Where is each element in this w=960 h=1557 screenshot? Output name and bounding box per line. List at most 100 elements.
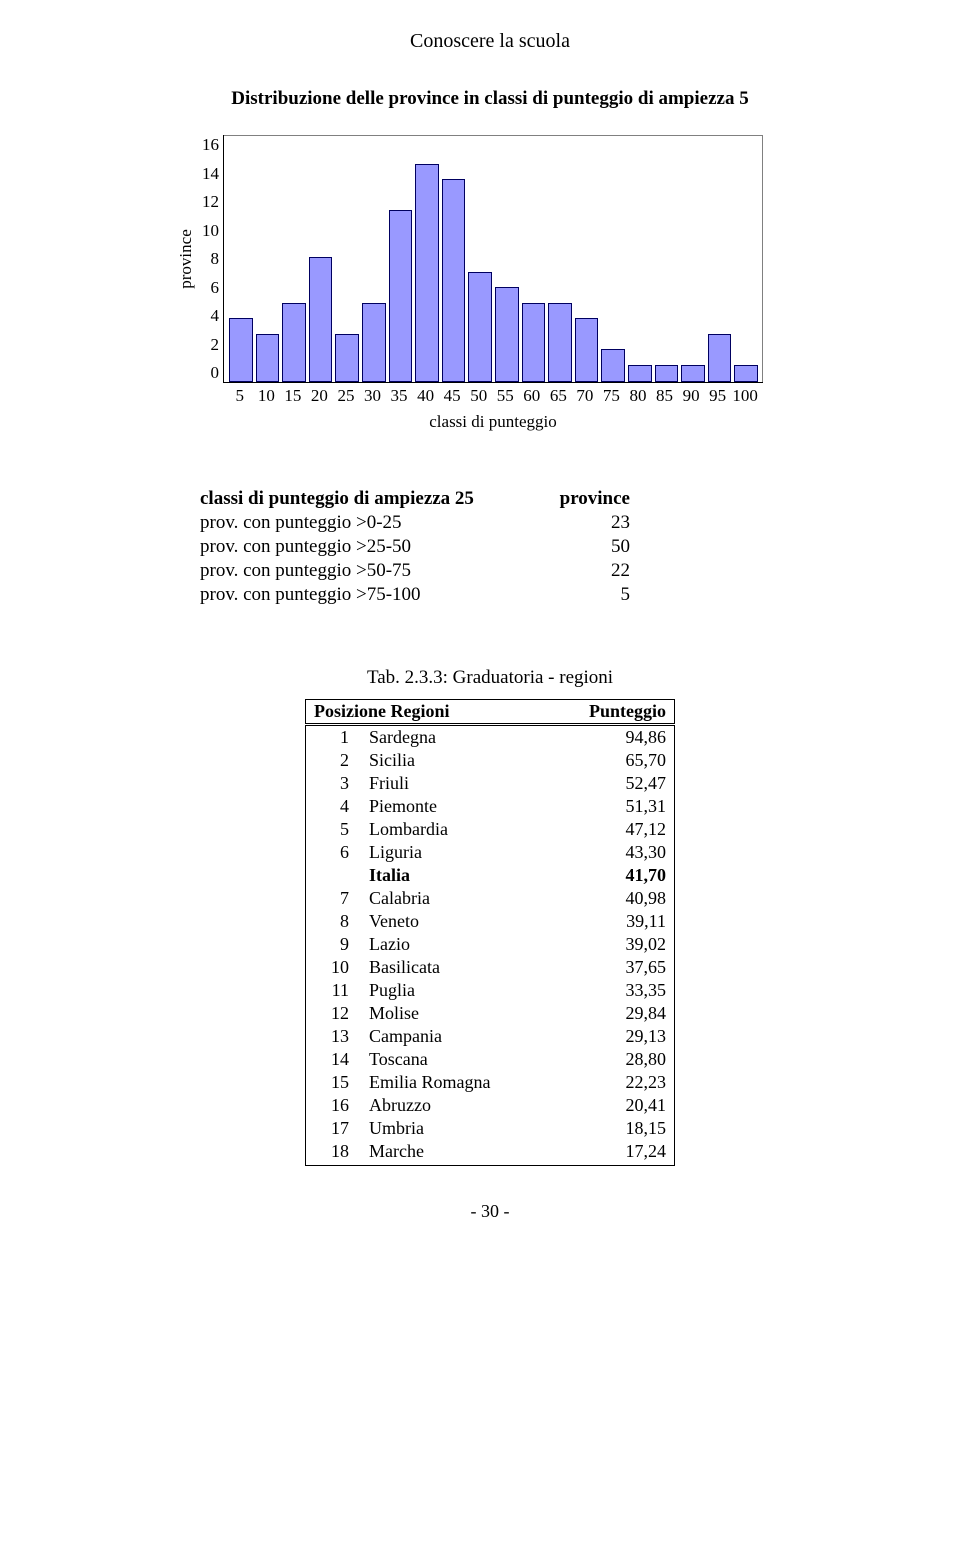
rank-region: Lombardia bbox=[361, 818, 568, 841]
rank-score: 20,41 bbox=[568, 1094, 675, 1117]
summary-label: prov. con punteggio >75-100 bbox=[200, 583, 540, 607]
table-row: 12Molise29,84 bbox=[306, 1002, 675, 1025]
rank-position: 9 bbox=[306, 933, 362, 956]
rank-region: Veneto bbox=[361, 910, 568, 933]
rank-position: 14 bbox=[306, 1048, 362, 1071]
summary-value: 5 bbox=[540, 583, 630, 607]
x-tick: 65 bbox=[547, 386, 571, 406]
rank-position: 7 bbox=[306, 887, 362, 910]
y-tick: 2 bbox=[197, 335, 219, 355]
x-tick: 10 bbox=[255, 386, 279, 406]
summary-label: prov. con punteggio >25-50 bbox=[200, 535, 540, 559]
x-tick: 35 bbox=[387, 386, 411, 406]
rank-score: 17,24 bbox=[568, 1140, 675, 1166]
y-tick: 10 bbox=[197, 221, 219, 241]
rank-region: Sicilia bbox=[361, 749, 568, 772]
bar-chart: province 1614121086420 51015202530354045… bbox=[175, 135, 775, 432]
rank-score: 28,80 bbox=[568, 1048, 675, 1071]
x-axis-label: classi di punteggio bbox=[223, 412, 763, 432]
rank-region: Basilicata bbox=[361, 956, 568, 979]
rank-position: 12 bbox=[306, 1002, 362, 1025]
table-row: 7Calabria40,98 bbox=[306, 887, 675, 910]
summary-header-right: province bbox=[540, 487, 630, 511]
summary-label: prov. con punteggio >50-75 bbox=[200, 559, 540, 583]
rank-position: 3 bbox=[306, 772, 362, 795]
rank-region: Campania bbox=[361, 1025, 568, 1048]
x-tick: 5 bbox=[228, 386, 252, 406]
x-tick: 90 bbox=[679, 386, 703, 406]
x-tick: 45 bbox=[440, 386, 464, 406]
x-tick: 75 bbox=[600, 386, 624, 406]
rank-score: 43,30 bbox=[568, 841, 675, 864]
summary-row: prov. con punteggio >25-5050 bbox=[200, 535, 630, 559]
rank-position: 16 bbox=[306, 1094, 362, 1117]
rank-region: Umbria bbox=[361, 1117, 568, 1140]
rank-score: 41,70 bbox=[568, 864, 675, 887]
table-row: 10Basilicata37,65 bbox=[306, 956, 675, 979]
y-tick: 4 bbox=[197, 306, 219, 326]
rank-region: Friuli bbox=[361, 772, 568, 795]
table-row: 9Lazio39,02 bbox=[306, 933, 675, 956]
x-tick: 40 bbox=[414, 386, 438, 406]
table-row: 2Sicilia65,70 bbox=[306, 749, 675, 772]
summary-value: 50 bbox=[540, 535, 630, 559]
rank-region: Puglia bbox=[361, 979, 568, 1002]
x-tick: 50 bbox=[467, 386, 491, 406]
x-tick: 80 bbox=[626, 386, 650, 406]
rank-position: 4 bbox=[306, 795, 362, 818]
x-axis-ticks: 5101520253035404550556065707580859095100 bbox=[223, 383, 763, 406]
rank-position: 5 bbox=[306, 818, 362, 841]
rank-region: Emilia Romagna bbox=[361, 1071, 568, 1094]
rank-score: 18,15 bbox=[568, 1117, 675, 1140]
y-tick: 14 bbox=[197, 164, 219, 184]
rank-position: 15 bbox=[306, 1071, 362, 1094]
summary-row: prov. con punteggio >75-1005 bbox=[200, 583, 630, 607]
x-tick: 60 bbox=[520, 386, 544, 406]
table-row: 6Liguria43,30 bbox=[306, 841, 675, 864]
rank-score: 29,84 bbox=[568, 1002, 675, 1025]
x-tick: 85 bbox=[653, 386, 677, 406]
x-tick: 20 bbox=[308, 386, 332, 406]
x-tick: 95 bbox=[706, 386, 730, 406]
table-row: 16Abruzzo20,41 bbox=[306, 1094, 675, 1117]
page: Conoscere la scuola Distribuzione delle … bbox=[0, 0, 960, 1242]
rank-position: 2 bbox=[306, 749, 362, 772]
table-row: 13Campania29,13 bbox=[306, 1025, 675, 1048]
summary-label: prov. con punteggio >0-25 bbox=[200, 511, 540, 535]
y-tick: 12 bbox=[197, 192, 219, 212]
y-tick: 16 bbox=[197, 135, 219, 155]
col-posizione-regioni: Posizione Regioni bbox=[306, 700, 569, 725]
rank-position: 10 bbox=[306, 956, 362, 979]
x-tick: 55 bbox=[493, 386, 517, 406]
rank-position: 13 bbox=[306, 1025, 362, 1048]
table-row: 18Marche17,24 bbox=[306, 1140, 675, 1166]
summary-header-left: classi di punteggio di ampiezza 25 bbox=[200, 487, 540, 511]
rank-position bbox=[306, 864, 362, 887]
rank-score: 52,47 bbox=[568, 772, 675, 795]
table-row: Italia41,70 bbox=[306, 864, 675, 887]
x-tick: 15 bbox=[281, 386, 305, 406]
table-caption: Tab. 2.3.3: Graduatoria - regioni bbox=[140, 667, 840, 689]
rank-score: 94,86 bbox=[568, 726, 675, 749]
rank-region: Lazio bbox=[361, 933, 568, 956]
rank-score: 39,02 bbox=[568, 933, 675, 956]
rank-score: 51,31 bbox=[568, 795, 675, 818]
rank-region: Marche bbox=[361, 1140, 568, 1166]
summary-row: prov. con punteggio >0-2523 bbox=[200, 511, 630, 535]
table-row: 5Lombardia47,12 bbox=[306, 818, 675, 841]
chart-title: Distribuzione delle province in classi d… bbox=[140, 88, 840, 110]
summary-row: prov. con punteggio >50-7522 bbox=[200, 559, 630, 583]
rank-position: 1 bbox=[306, 726, 362, 749]
col-punteggio: Punteggio bbox=[568, 700, 675, 725]
rank-region: Piemonte bbox=[361, 795, 568, 818]
y-tick: 0 bbox=[197, 363, 219, 383]
y-tick: 6 bbox=[197, 278, 219, 298]
rank-position: 11 bbox=[306, 979, 362, 1002]
rank-position: 6 bbox=[306, 841, 362, 864]
rank-score: 22,23 bbox=[568, 1071, 675, 1094]
rank-position: 18 bbox=[306, 1140, 362, 1166]
ranking-table: Posizione Regioni Punteggio 1Sardegna94,… bbox=[305, 699, 675, 1166]
rank-score: 33,35 bbox=[568, 979, 675, 1002]
table-row: 17Umbria18,15 bbox=[306, 1117, 675, 1140]
table-row: 4Piemonte51,31 bbox=[306, 795, 675, 818]
